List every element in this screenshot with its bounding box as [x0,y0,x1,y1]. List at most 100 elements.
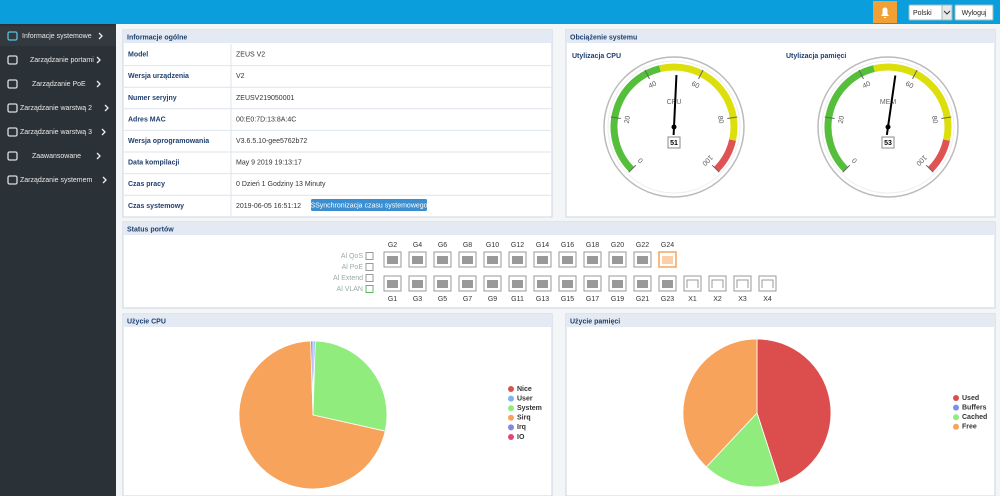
legend-label[interactable]: Cached [962,414,987,421]
sync-button[interactable] [311,199,427,211]
sidebar-icon [7,127,18,137]
legend-label[interactable]: Buffers [962,404,987,411]
legend-marker [508,386,514,392]
legend-label[interactable]: System [517,405,542,412]
port-label: X2 [713,296,722,303]
port-socket [462,256,473,264]
port-label: G19 [611,296,624,303]
pie-slice[interactable] [238,340,386,490]
port-label: X4 [763,296,772,303]
sidebar-chevron [96,80,101,88]
row-value: 2019-06-05 16:51:12 [236,203,301,210]
legend-label[interactable]: IO [517,434,525,441]
row-value: V2 [236,73,245,80]
gauge-value-box [667,136,681,149]
gauge-tick-label: 40 [648,80,658,90]
legend-marker [953,404,959,411]
port-legend-box [365,252,374,260]
row-value: ZEUSV219050001 [236,95,294,102]
port-legend-label: Al Extend [333,275,363,282]
legend-label[interactable]: Sirq [517,415,531,422]
gauge-tick-label: 40 [862,80,872,90]
legend-label[interactable]: User [517,395,533,402]
sync-button-label: SSynchronizacja czasu systemowego [310,202,427,209]
sidebar-item[interactable]: Zarządzanie warstwą 2 [20,105,92,112]
gauge-tick [842,164,851,173]
gauge-band [659,63,738,141]
port-socket [562,280,573,288]
port-socket [662,256,673,264]
port-label: G21 [636,296,649,303]
legend-marker [508,414,514,421]
gauge-tick-label: 80 [716,115,724,124]
legend-marker [508,424,514,431]
gauge-value: 51 [670,140,678,147]
pie-slice[interactable] [705,412,781,488]
gauge-tick [925,164,934,173]
port-label: G3 [413,296,422,303]
gauge-tick-label: 0 [637,156,645,164]
legend-marker [508,434,514,440]
legend-label[interactable]: Irq [517,424,526,431]
port-socket [587,256,598,264]
port-socket [487,280,498,288]
legend-label[interactable]: Used [962,395,979,402]
port-socket [537,256,548,264]
sidebar-icon [7,55,18,65]
port-legend-label: Al QoS [341,253,364,260]
gauge-band [824,65,875,172]
port-label: G12 [511,242,524,249]
gauge-tick-label: 0 [851,156,859,164]
gauge-title: Utylizacja pamięci [786,53,846,60]
pie-slice[interactable] [682,338,758,468]
port-label: G5 [438,296,447,303]
gauge-tick [912,69,918,80]
pie-slice[interactable] [312,340,388,432]
sidebar-icon [7,151,18,161]
gauge-tick [727,116,738,120]
gauge-tick [824,116,835,120]
port-label: G14 [536,242,549,249]
logout-button[interactable] [954,4,994,21]
panel-title: Obciążenie systemu [570,34,637,41]
legend-label[interactable]: Free [962,424,977,431]
sidebar-active [0,26,116,46]
port-socket [562,256,573,264]
legend-label[interactable]: Nice [517,386,532,393]
sidebar-item[interactable]: Zarządzanie portami [30,57,94,64]
port-label: G1 [388,296,397,303]
port-socket [637,256,648,264]
port-socket [512,256,523,264]
row-label: Czas pracy [128,181,165,188]
panel-title: Status portów [127,226,174,233]
port-label: G20 [611,242,624,249]
sidebar-icon [7,103,18,113]
sidebar-chevron [101,128,106,136]
pie-slice[interactable] [756,338,832,484]
gauge-label: CPU [667,99,682,106]
sidebar-item[interactable]: Zarządzanie systemem [20,177,93,184]
panel-title: Informacje ogólne [127,34,187,41]
panel-header [124,31,551,43]
row-value: 0 Dzień 1 Godziny 13 Minuty [236,181,326,188]
gauge-tick [610,116,621,120]
gauge-value: 53 [884,140,892,147]
sidebar-icon [7,31,18,41]
gauge-ring [607,60,741,194]
port-label: G4 [413,242,422,249]
gauge-tick-label: 60 [904,81,914,91]
row-label: Numer seryjny [128,95,177,102]
port-label: G9 [488,296,497,303]
port-socket [412,280,423,288]
sidebar-item[interactable]: Informacje systemowe [22,33,92,40]
legend-marker [953,414,959,421]
sidebar-item[interactable]: Zarządzanie warstwą 3 [20,129,92,136]
port-socket [487,256,498,264]
port-label: G18 [586,242,599,249]
sidebar-item[interactable]: Zaawansowane [32,153,81,160]
language-label: Polski [913,10,932,17]
row-value: V3.6.5.10-gee5762b72 [236,138,307,145]
legend-marker [508,395,514,402]
sidebar-item[interactable]: Zarządzanie PoE [32,81,86,88]
port-label: G7 [463,296,472,303]
